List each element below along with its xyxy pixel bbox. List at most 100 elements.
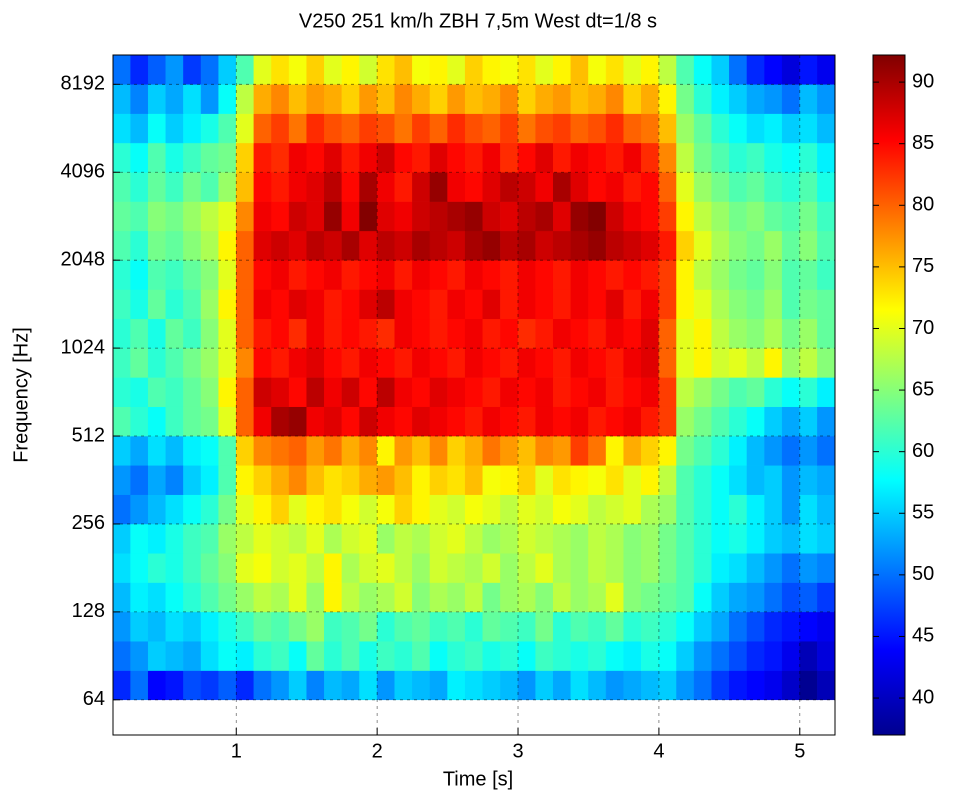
heatmap-cell (764, 435, 783, 466)
heatmap-cell (341, 54, 360, 85)
heatmap-cell (394, 54, 413, 85)
heatmap-cell (236, 465, 255, 495)
heatmap-cell (218, 523, 237, 554)
heatmap-cell (376, 171, 396, 202)
heatmap-cell (200, 171, 219, 202)
heatmap-cell (412, 553, 431, 583)
heatmap-cell (165, 582, 184, 613)
heatmap-cell (183, 142, 202, 173)
heatmap-cell (147, 347, 167, 378)
heatmap-cell (676, 670, 695, 701)
heatmap-cell (729, 347, 748, 378)
heatmap-cell (288, 171, 307, 202)
heatmap-cell (147, 318, 167, 349)
heatmap-cell (464, 230, 484, 261)
heatmap-cell (729, 318, 748, 349)
heatmap-cell (641, 670, 660, 701)
heatmap-cell (147, 54, 167, 85)
heatmap-cell (641, 201, 660, 232)
heatmap-cell (729, 611, 748, 642)
heatmap-cell (552, 171, 572, 202)
heatmap-cell (447, 230, 466, 261)
heatmap-cell (306, 523, 325, 554)
heatmap-cell (799, 640, 818, 671)
heatmap-cell (658, 318, 677, 349)
heatmap-cell (482, 670, 501, 701)
heatmap-cell (112, 230, 131, 261)
heatmap-cell (271, 523, 290, 554)
heatmap-cell (781, 347, 801, 378)
heatmap-cell (729, 289, 748, 320)
heatmap-cell (764, 289, 783, 320)
heatmap-cell (359, 406, 378, 437)
heatmap-cell (693, 582, 712, 613)
heatmap-cell (500, 84, 519, 114)
heatmap-cell (570, 201, 589, 232)
heatmap-cell (641, 611, 660, 642)
heatmap-cell (447, 523, 466, 554)
heatmap-cell (306, 84, 325, 114)
heatmap-cell (711, 259, 730, 290)
heatmap-cell (746, 465, 765, 495)
heatmap-cell (464, 582, 484, 613)
heatmap-cell (306, 230, 325, 261)
heatmap-cell (676, 259, 695, 290)
heatmap-cell (306, 377, 325, 407)
heatmap-cell (147, 611, 167, 642)
heatmap-cell (658, 113, 677, 144)
heatmap-cell (799, 171, 818, 202)
heatmap-cell (517, 142, 536, 173)
heatmap-cell (253, 171, 272, 202)
heatmap-cell (764, 465, 783, 495)
heatmap-cell (112, 523, 131, 554)
heatmap-cell (447, 494, 466, 525)
heatmap-cell (376, 523, 396, 554)
heatmap-cell (623, 318, 642, 349)
heatmap-cell (130, 611, 149, 642)
heatmap-cell (412, 113, 431, 144)
heatmap-cell (658, 377, 677, 407)
heatmap-cell (799, 84, 818, 114)
heatmap-cell (535, 553, 554, 583)
heatmap-cell (165, 406, 184, 437)
heatmap-cell (359, 347, 378, 378)
heatmap-cell (376, 611, 396, 642)
heatmap-cell (394, 318, 413, 349)
heatmap-cell (658, 406, 677, 437)
heatmap-cell (394, 523, 413, 554)
heatmap-cell (200, 670, 219, 701)
heatmap-cell (447, 171, 466, 202)
heatmap-cell (746, 611, 765, 642)
heatmap-cell (394, 377, 413, 407)
heatmap-cell (288, 142, 307, 173)
heatmap-cell (253, 54, 272, 85)
heatmap-cell (817, 523, 836, 554)
heatmap-cell (112, 259, 131, 290)
heatmap-cell (147, 230, 167, 261)
heatmap-cell (517, 201, 536, 232)
heatmap-cell (464, 347, 484, 378)
heatmap-cell (464, 113, 484, 144)
heatmap-cell (200, 54, 219, 85)
heatmap-cell (588, 377, 607, 407)
heatmap-cell (341, 435, 360, 466)
heatmap-cell (288, 670, 307, 701)
heatmap-cell (130, 318, 149, 349)
heatmap-cell (535, 142, 554, 173)
heatmap-cell (729, 670, 748, 701)
heatmap-cell (517, 523, 536, 554)
heatmap-cell (500, 670, 519, 701)
heatmap-cell (218, 611, 237, 642)
heatmap-cell (817, 582, 836, 613)
heatmap-cell (112, 494, 131, 525)
heatmap-cell (429, 54, 448, 85)
heatmap-cell (394, 611, 413, 642)
heatmap-cell (412, 465, 431, 495)
heatmap-cell (658, 435, 677, 466)
heatmap-cell (165, 377, 184, 407)
heatmap-cell (588, 201, 607, 232)
heatmap-cell (517, 465, 536, 495)
heatmap-cell (341, 230, 360, 261)
heatmap-cell (605, 230, 624, 261)
heatmap-cell (535, 259, 554, 290)
